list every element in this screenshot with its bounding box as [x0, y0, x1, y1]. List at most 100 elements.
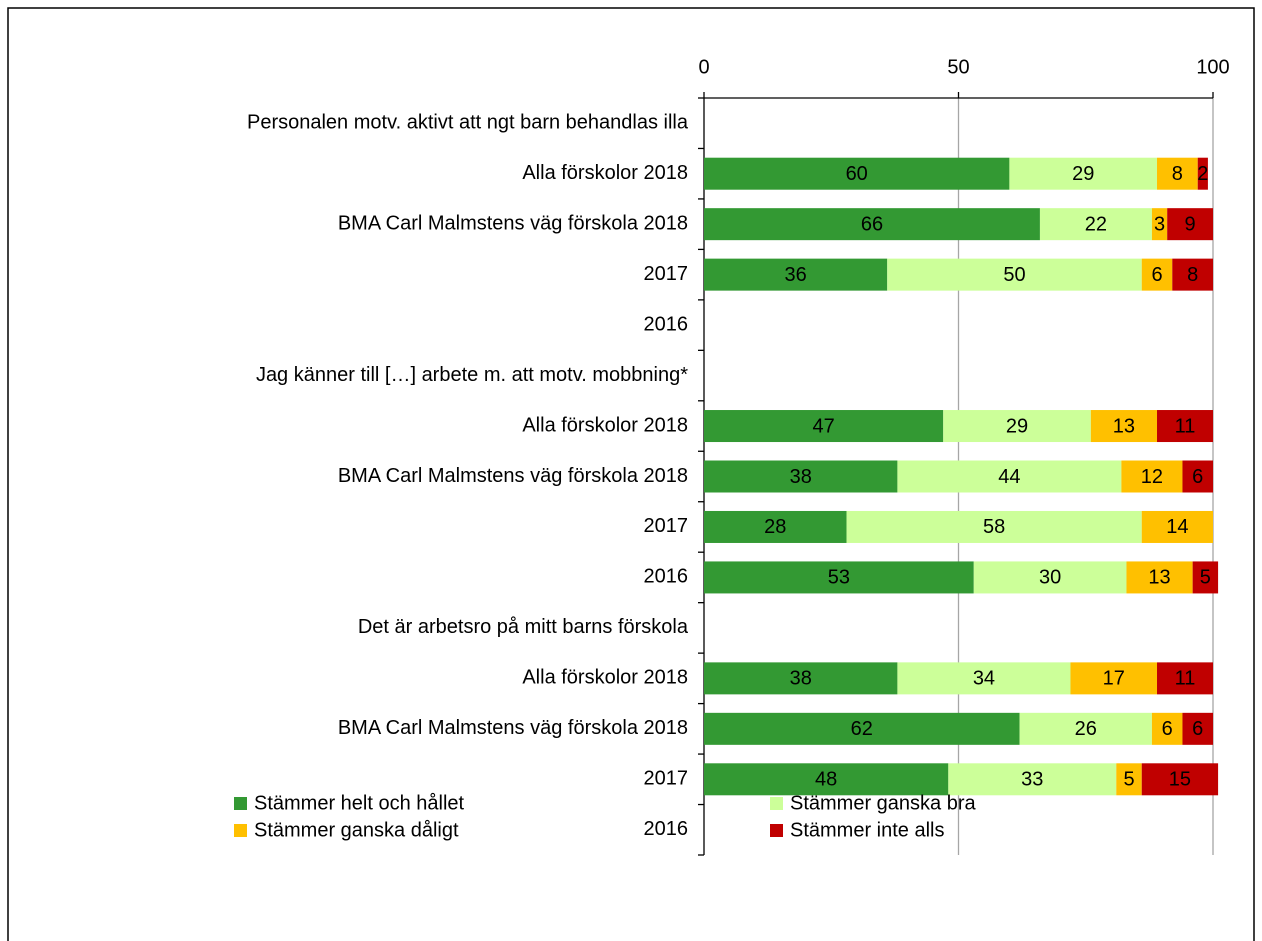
y-tick-label: 2016 — [644, 313, 689, 335]
bar-segment — [704, 662, 898, 695]
value-label: 11 — [1175, 668, 1196, 690]
bar-segment — [704, 561, 974, 594]
bar-segment — [1070, 662, 1158, 695]
bar-segment — [1197, 157, 1208, 190]
value-label: 17 — [1103, 668, 1125, 690]
value-label: 38 — [790, 466, 812, 488]
bar-segment — [704, 157, 1010, 190]
x-tick-label: 50 — [947, 56, 969, 78]
value-label: 30 — [1039, 567, 1061, 589]
value-label: 53 — [828, 567, 850, 589]
value-label: 38 — [790, 668, 812, 690]
value-label: 47 — [812, 415, 834, 437]
value-label: 66 — [861, 213, 883, 235]
y-tick-label: 2016 — [644, 566, 689, 588]
x-tick-label: 100 — [1196, 56, 1229, 78]
value-label: 6 — [1192, 718, 1203, 740]
bar-segment — [704, 510, 847, 543]
value-label: 33 — [1021, 769, 1043, 791]
bar-segment — [943, 410, 1091, 443]
value-label: 22 — [1085, 213, 1107, 235]
bar-segment — [1141, 258, 1173, 291]
y-tick-label: Personalen motv. aktivt att ngt barn beh… — [247, 112, 689, 134]
value-label: 13 — [1148, 567, 1170, 589]
y-tick-label: Alla förskolor 2018 — [522, 162, 688, 184]
value-label: 13 — [1113, 415, 1135, 437]
bar-segment — [1039, 208, 1152, 241]
value-label: 2 — [1197, 163, 1208, 185]
value-label: 29 — [1006, 415, 1028, 437]
y-tick-label: BMA Carl Malmstens väg förskola 2018 — [338, 465, 688, 487]
legend-label: Stämmer helt och hållet — [254, 792, 465, 814]
value-label: 60 — [846, 163, 868, 185]
bar-segment — [1172, 258, 1213, 291]
y-tick-label: Jag känner till […] arbete m. att motv. … — [256, 364, 688, 386]
value-label: 3 — [1154, 213, 1165, 235]
value-label: 5 — [1200, 567, 1211, 589]
bar-segment — [704, 763, 949, 796]
bar-segment — [897, 460, 1122, 493]
bar-segment — [1090, 410, 1158, 443]
y-tick-label: Alla förskolor 2018 — [522, 414, 688, 436]
value-label: 14 — [1166, 516, 1188, 538]
bar-segment — [1182, 712, 1213, 745]
y-tick-label: 2017 — [644, 768, 689, 790]
value-label: 29 — [1072, 163, 1094, 185]
y-tick-label: 2017 — [644, 515, 689, 537]
bar-segment — [1141, 763, 1219, 796]
value-label: 11 — [1175, 415, 1196, 437]
bar-segment — [1116, 763, 1142, 796]
legend-label: Stämmer ganska dåligt — [254, 819, 459, 841]
bar-segment — [704, 712, 1020, 745]
bar-segment — [704, 410, 944, 443]
value-label: 8 — [1172, 163, 1183, 185]
value-label: 28 — [764, 516, 786, 538]
bar-segment — [1019, 712, 1152, 745]
bar-segment — [1151, 712, 1183, 745]
value-label: 26 — [1075, 718, 1097, 740]
legend-swatch — [234, 824, 247, 837]
legend-label: Stämmer ganska bra — [790, 792, 977, 814]
value-label: 50 — [1003, 264, 1025, 286]
value-label: 6 — [1162, 718, 1173, 740]
bar-segment — [1151, 208, 1168, 241]
legend-label: Stämmer inte alls — [790, 819, 945, 841]
value-label: 34 — [973, 668, 995, 690]
bar-segment — [1157, 157, 1198, 190]
value-label: 44 — [998, 466, 1020, 488]
value-label: 62 — [851, 718, 873, 740]
bar-segment — [846, 510, 1142, 543]
value-label: 9 — [1185, 213, 1196, 235]
bar-segment — [1182, 460, 1213, 493]
value-label: 8 — [1187, 264, 1198, 286]
bar-segment — [973, 561, 1127, 594]
y-tick-label: 2016 — [644, 818, 689, 840]
y-tick-label: Det är arbetsro på mitt barns förskola — [358, 616, 689, 638]
bar-segment — [1009, 157, 1158, 190]
bar-segment — [1167, 208, 1213, 241]
y-tick-label: Alla förskolor 2018 — [522, 667, 688, 689]
value-label: 48 — [815, 769, 837, 791]
bar-segment — [704, 460, 898, 493]
x-tick-label: 0 — [698, 56, 709, 78]
value-label: 5 — [1123, 769, 1134, 791]
bar-segment — [948, 763, 1117, 796]
y-tick-label: BMA Carl Malmstens väg förskola 2018 — [338, 717, 688, 739]
bar-segment — [1121, 460, 1183, 493]
chart-frame — [7, 7, 1255, 941]
bar-segment — [704, 258, 888, 291]
legend-swatch — [234, 797, 247, 810]
value-label: 6 — [1151, 264, 1162, 286]
value-label: 58 — [983, 516, 1005, 538]
bar-segment — [1141, 510, 1213, 543]
bar-segment — [1192, 561, 1219, 594]
bar-segment — [887, 258, 1142, 291]
bar-segment — [1126, 561, 1193, 594]
legend-swatch — [770, 797, 783, 810]
bar-segment — [1157, 662, 1213, 695]
bar-segment — [704, 208, 1040, 241]
legend-swatch — [770, 824, 783, 837]
value-label: 12 — [1141, 466, 1163, 488]
y-tick-label: BMA Carl Malmstens väg förskola 2018 — [338, 212, 688, 234]
